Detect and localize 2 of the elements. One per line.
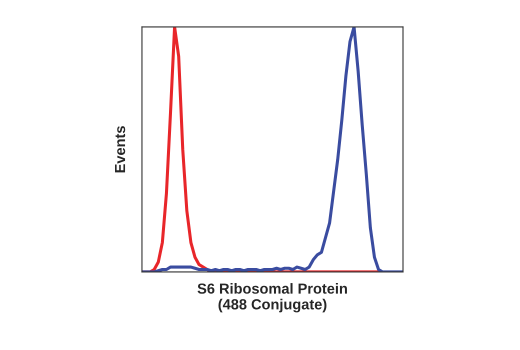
- x-axis-title: S6 Ribosomal Protein (488 Conjugate): [198, 283, 347, 312]
- y-axis-title: Events: [115, 126, 126, 172]
